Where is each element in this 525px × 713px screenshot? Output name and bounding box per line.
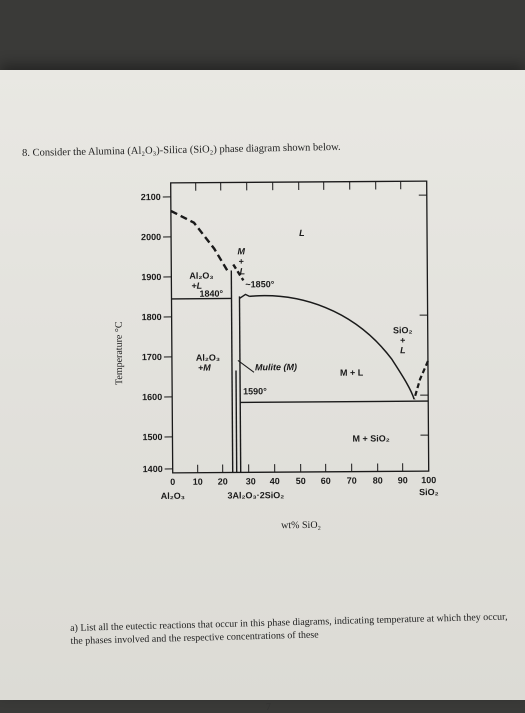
y-axis-title: Temperature °C: [114, 321, 125, 385]
temp-1590-label: 1590°: [243, 386, 267, 396]
x-tick-20: 20: [218, 477, 228, 487]
y-tick-1900: 1900: [141, 272, 161, 282]
y-tick-2100: 2100: [141, 192, 161, 202]
x-tick-100: 100: [421, 475, 436, 485]
x-tick-40: 40: [270, 476, 280, 486]
mullite-compound-label: 3Al₂O₃·2SiO₂: [228, 490, 285, 500]
region-alumina-mulite-label-1: Al₂O₃: [196, 353, 220, 363]
y-tick-1700: 1700: [142, 352, 162, 362]
region-m-plus-l-label: M + L: [340, 368, 364, 378]
x-tick-60: 60: [321, 476, 331, 486]
y-tick-1600: 1600: [142, 392, 162, 402]
temp-1840-label: 1840°: [199, 289, 223, 299]
region-sio2-l-label-3: L: [400, 345, 406, 355]
mullite-right-boundary: [239, 296, 240, 472]
x-end-alumina: Al₂O₃: [161, 491, 185, 501]
region-liquid-label: L: [299, 228, 305, 238]
page-number: 7: [266, 702, 271, 713]
x-tick-70: 70: [347, 476, 357, 486]
region-sio2-l-label-1: SiO₂: [393, 325, 413, 335]
region-m-plus-sio2-label: M + SiO₂: [352, 433, 389, 443]
x-tick-50: 50: [296, 476, 306, 486]
x-tick-10: 10: [193, 477, 203, 487]
alumina-liquidus-dashed: [171, 211, 227, 271]
x-tick-90: 90: [398, 475, 408, 485]
y-tick-1400: 1400: [143, 464, 163, 474]
region-m-l-label-3: L: [240, 266, 246, 276]
y-tick-1500: 1500: [142, 432, 162, 442]
x-tick-30: 30: [246, 476, 256, 486]
region-sio2-l-label-2: +: [400, 335, 405, 345]
x-tick-0: 0: [170, 477, 175, 487]
region-m-l-label-1: M: [237, 246, 245, 256]
phase-diagram: 2100 2000 1900 1800 1700 1600 1500 1400: [0, 70, 525, 700]
mullite-melting-peak: [239, 294, 249, 298]
region-m-l-label-2: +: [239, 256, 244, 266]
mullite-liquidus: [249, 295, 414, 401]
x-end-silica: SiO₂: [419, 487, 439, 497]
region-alumina-liquid-label-1: Al₂O₃: [189, 271, 213, 281]
eutectic-1590-line: [240, 401, 428, 402]
silica-liquidus-dashed: [414, 361, 428, 399]
x-axis-title: wt% SiO₂: [281, 520, 321, 531]
region-mulite-label: Mulite (M): [255, 362, 297, 372]
y-tick-1800: 1800: [142, 312, 162, 322]
plot-frame: [171, 181, 429, 473]
y-tick-labels: 2100 2000 1900 1800 1700 1600 1500 1400: [141, 192, 163, 474]
y-tick-2000: 2000: [141, 232, 161, 242]
temp-1850-label: ~1850°: [245, 279, 274, 289]
textbook-page: 8. Consider the Alumina (Al₂O₃)-Silica (…: [0, 70, 525, 700]
x-tick-80: 80: [373, 475, 383, 485]
region-alumina-mulite-label-2: +M: [198, 363, 211, 373]
mullite-inner-line: [236, 370, 237, 472]
mullite-left-boundary: [231, 270, 232, 472]
x-tick-labels: 0 10 20 30 40 50 60 70 80 90 100: [170, 475, 436, 487]
